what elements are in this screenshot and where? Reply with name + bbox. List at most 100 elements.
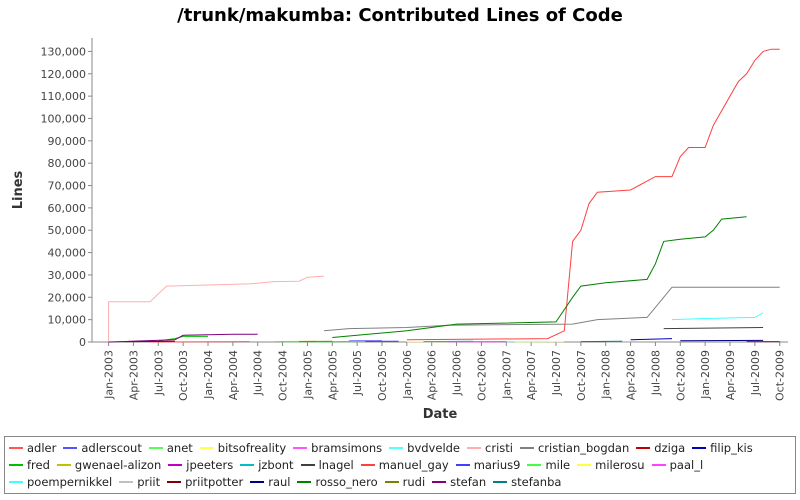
y-tick-label: 110,000 [41,90,87,103]
legend-swatch [384,480,399,483]
legend-item: jzbont [240,456,294,473]
legend-label: priit [137,474,161,489]
y-tick-label: 120,000 [41,68,87,81]
series-line [332,216,747,338]
legend-swatch [360,463,375,466]
x-tick-label: Jan-2003 [103,350,116,400]
legend-item: adlerscout [63,439,142,456]
legend-item: filip_kis [692,439,753,456]
legend-label: jzbont [258,457,294,472]
x-axis-label: Date [423,407,458,422]
legend-swatch [519,446,534,449]
legend-swatch [250,480,265,483]
legend-label: stefan [450,474,487,489]
legend-swatch [9,480,23,483]
legend-swatch [493,480,508,483]
legend-item: stefanba [493,473,561,490]
legend-swatch [692,446,707,449]
x-tick-label: Apr-2006 [426,350,439,400]
y-tick-label: 70,000 [48,180,87,193]
y-tick-label: 100,000 [41,112,87,125]
legend-label: rudi [402,474,426,489]
legend-item: cristi [467,439,513,456]
legend-label: fred [27,457,50,472]
x-tick-label: Apr-2005 [326,350,339,400]
legend-swatch [636,446,651,449]
legend-swatch [148,446,163,449]
legend-label: cristian_bogdan [537,440,630,455]
legend-swatch [168,463,183,466]
legend-item: cristian_bogdan [519,439,630,456]
series-line [406,48,780,341]
legend-swatch [9,463,23,466]
x-tick-label: Oct-2006 [475,350,488,401]
legend-swatch [56,463,71,466]
legend-item: stefan [432,473,486,490]
y-tick-label: 30,000 [48,269,87,282]
legend-label: gwenael-alizon [74,457,162,472]
legend-item: bramsimons [293,439,382,456]
x-tick-label: Oct-2003 [177,350,190,401]
legend-swatch [9,446,23,449]
series-line [323,286,780,332]
x-tick-label: Jan-2005 [301,350,314,400]
legend-item: fred [9,456,50,473]
legend-swatch [527,463,542,466]
legend-swatch [577,463,592,466]
legend-swatch [651,463,666,466]
legend-item: jpeeters [168,456,233,473]
legend-label: cristi [485,440,513,455]
x-tick-label: Jul-2006 [451,350,464,396]
x-tick-label: Jul-2008 [649,350,662,396]
legend-item: rosso_nero [297,473,378,490]
legend-label: adler [27,440,57,455]
legend-item: milerosu [577,456,645,473]
legend-label: bitsofreality [217,440,287,455]
series-line [671,312,764,321]
x-tick-label: Jan-2006 [401,350,414,400]
series-line [663,327,764,330]
legend-item: marius9 [455,456,521,473]
series-line [630,338,673,341]
x-tick-label: Oct-2009 [774,350,787,401]
legend-label: raul [268,474,291,489]
plot-area [92,38,788,342]
legend-item: adler [9,439,56,456]
legend-label: lnagel [318,457,354,472]
legend-item: lnagel [300,456,354,473]
legend-item: raul [250,473,290,490]
x-tick-label: Apr-2008 [625,350,638,400]
x-tick-label: Jan-2008 [600,350,613,400]
y-tick-label: 40,000 [48,247,87,260]
series-line [108,333,258,343]
legend-label: paal_l [669,457,704,472]
y-tick-label: 80,000 [48,157,87,170]
legend-item: gwenael-alizon [56,456,162,473]
legend-item: poempernikkel [9,473,112,490]
legend-swatch [240,463,255,466]
legend-swatch [199,446,214,449]
legend-label: stefanba [511,474,562,489]
legend-label: marius9 [473,457,521,472]
y-tick-label: 130,000 [41,45,87,58]
legend-label: manuel_gay [378,457,449,472]
legend-item: paal_l [651,456,704,473]
x-tick-label: Oct-2005 [376,350,389,401]
legend-swatch [432,480,447,483]
x-tick-label: Jul-2009 [749,350,762,396]
chart: /trunk/makumba: Contributed Lines of Cod… [11,5,788,422]
legend-item: rudi [384,473,426,490]
x-tick-label: Jan-2009 [699,350,712,400]
legend: adler adlerscout anet bitsofreality bramsimo… [4,436,796,494]
x-tick-label: Jul-2004 [252,350,265,396]
y-tick-label: 90,000 [48,135,87,148]
x-tick-label: Jan-2004 [202,350,215,400]
legend-item: bitsofreality [199,439,287,456]
legend-label: dziga [654,440,686,455]
y-tick-label: 10,000 [48,314,87,327]
y-tick-label: 60,000 [48,202,87,215]
x-tick-label: Jul-2003 [152,350,165,396]
y-axis-label: Lines [11,170,26,209]
legend-swatch [389,446,404,449]
